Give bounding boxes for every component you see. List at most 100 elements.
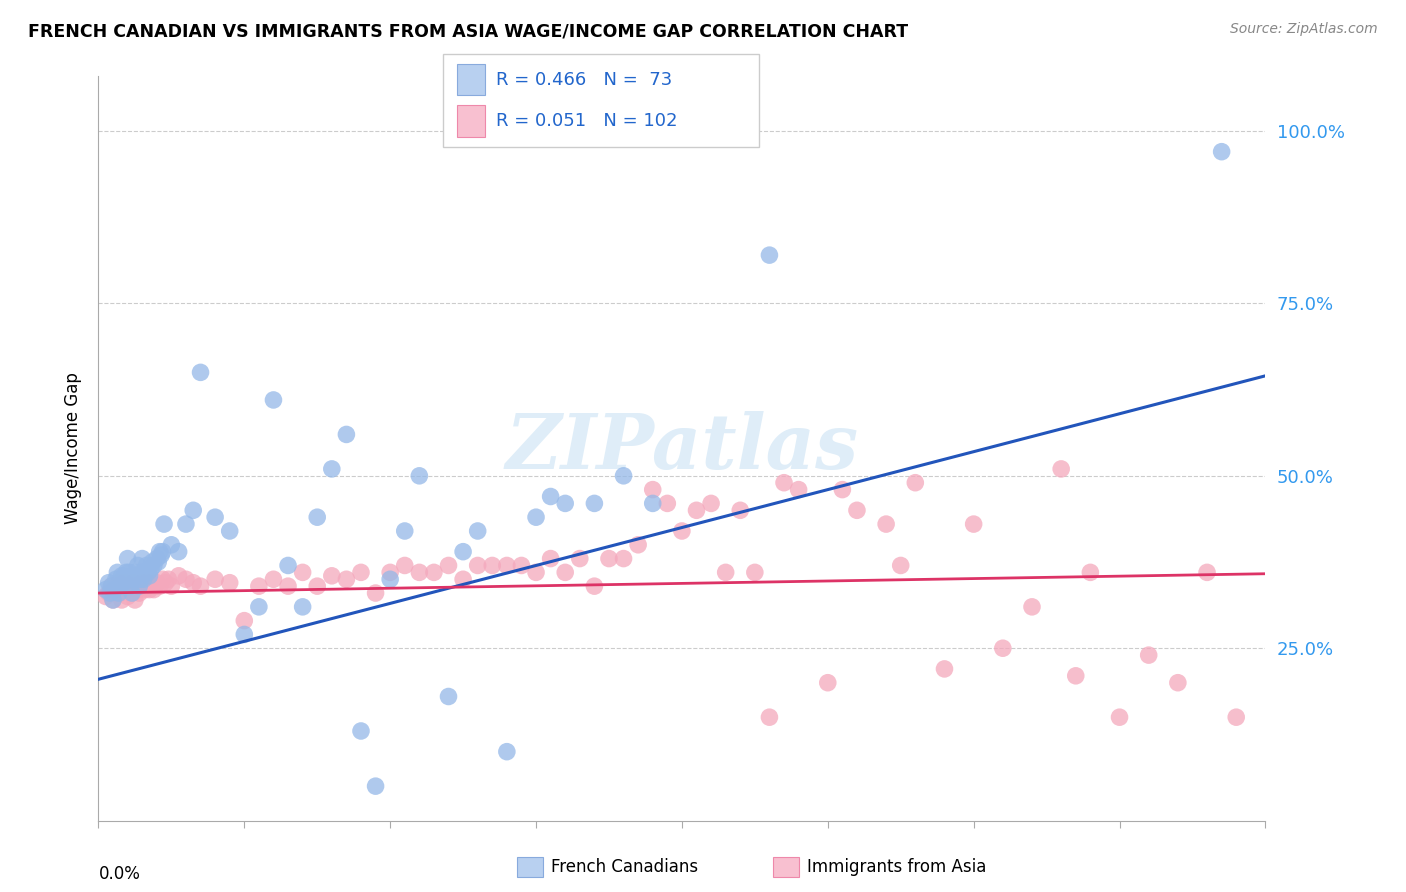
Point (233, 614, 256, 628)
Point (451, 544, 474, 558)
Point (204, 510, 226, 524)
Point (114, 575, 136, 590)
Point (103, 582, 125, 597)
Point (364, 586, 387, 600)
Point (174, 517, 197, 532)
Point (408, 468, 430, 483)
Point (121, 586, 143, 600)
Point (134, 566, 156, 580)
Point (160, 538, 183, 552)
Point (125, 569, 148, 583)
Point (111, 593, 134, 607)
Point (524, 566, 547, 580)
Point (394, 558, 416, 573)
Point (108, 586, 131, 600)
Point (934, 662, 956, 676)
Point (97, 586, 120, 600)
Point (127, 558, 149, 573)
Point (136, 566, 159, 580)
Point (364, 779, 387, 793)
Point (335, 572, 357, 586)
Point (120, 579, 142, 593)
Point (181, 575, 204, 590)
Point (554, 566, 576, 580)
Point (247, 599, 270, 614)
Point (335, 427, 357, 442)
Point (131, 566, 153, 580)
Text: 0.0%: 0.0% (98, 865, 141, 883)
Point (129, 572, 152, 586)
Point (110, 586, 132, 600)
Point (380, 572, 402, 586)
Point (714, 566, 737, 580)
Point (104, 586, 127, 600)
Point (291, 599, 314, 614)
Point (904, 475, 927, 490)
Text: French Canadians: French Canadians (551, 858, 699, 876)
Point (128, 579, 150, 593)
Point (157, 572, 180, 586)
Point (94, 590, 117, 604)
Point (129, 579, 152, 593)
Point (773, 475, 796, 490)
Point (641, 496, 664, 510)
Point (101, 593, 124, 607)
Point (451, 572, 474, 586)
Point (94, 582, 117, 597)
Point (1021, 599, 1043, 614)
Point (321, 569, 343, 583)
Point (152, 544, 174, 558)
Point (1225, 710, 1247, 724)
Point (307, 579, 329, 593)
Point (98, 586, 121, 600)
Point (138, 569, 160, 583)
Point (321, 462, 343, 476)
Point (817, 675, 839, 690)
Point (758, 248, 780, 262)
Point (118, 582, 141, 597)
Point (437, 690, 460, 704)
Point (846, 503, 869, 517)
Text: R = 0.466   N =  73: R = 0.466 N = 73 (496, 70, 672, 88)
Y-axis label: Wage/Income Gap: Wage/Income Gap (65, 372, 83, 524)
Text: Immigrants from Asia: Immigrants from Asia (807, 858, 987, 876)
Point (612, 551, 634, 566)
Point (117, 551, 139, 566)
Point (657, 496, 679, 510)
Point (437, 558, 460, 573)
Point (105, 566, 128, 580)
Point (962, 517, 984, 532)
Point (143, 579, 166, 593)
Point (1064, 669, 1087, 683)
Point (97, 575, 120, 590)
Point (155, 575, 177, 590)
Point (831, 483, 853, 497)
Point (146, 551, 169, 566)
Point (277, 558, 299, 573)
Point (146, 575, 169, 590)
Point (568, 551, 591, 566)
Text: R = 0.051   N = 102: R = 0.051 N = 102 (496, 112, 678, 130)
Point (114, 569, 136, 583)
Point (277, 579, 299, 593)
Point (583, 496, 606, 510)
Point (758, 710, 780, 724)
Point (350, 723, 373, 738)
Point (100, 579, 122, 593)
Point (467, 558, 489, 573)
Point (181, 503, 204, 517)
Point (103, 582, 125, 597)
Point (612, 468, 634, 483)
Point (136, 579, 159, 593)
Point (291, 566, 314, 580)
Point (139, 562, 162, 576)
Point (115, 579, 138, 593)
Point (744, 566, 766, 580)
Point (111, 569, 134, 583)
Point (1211, 145, 1233, 159)
Point (627, 538, 650, 552)
Point (218, 524, 240, 538)
Point (149, 544, 172, 558)
Point (408, 566, 430, 580)
Point (174, 572, 197, 586)
